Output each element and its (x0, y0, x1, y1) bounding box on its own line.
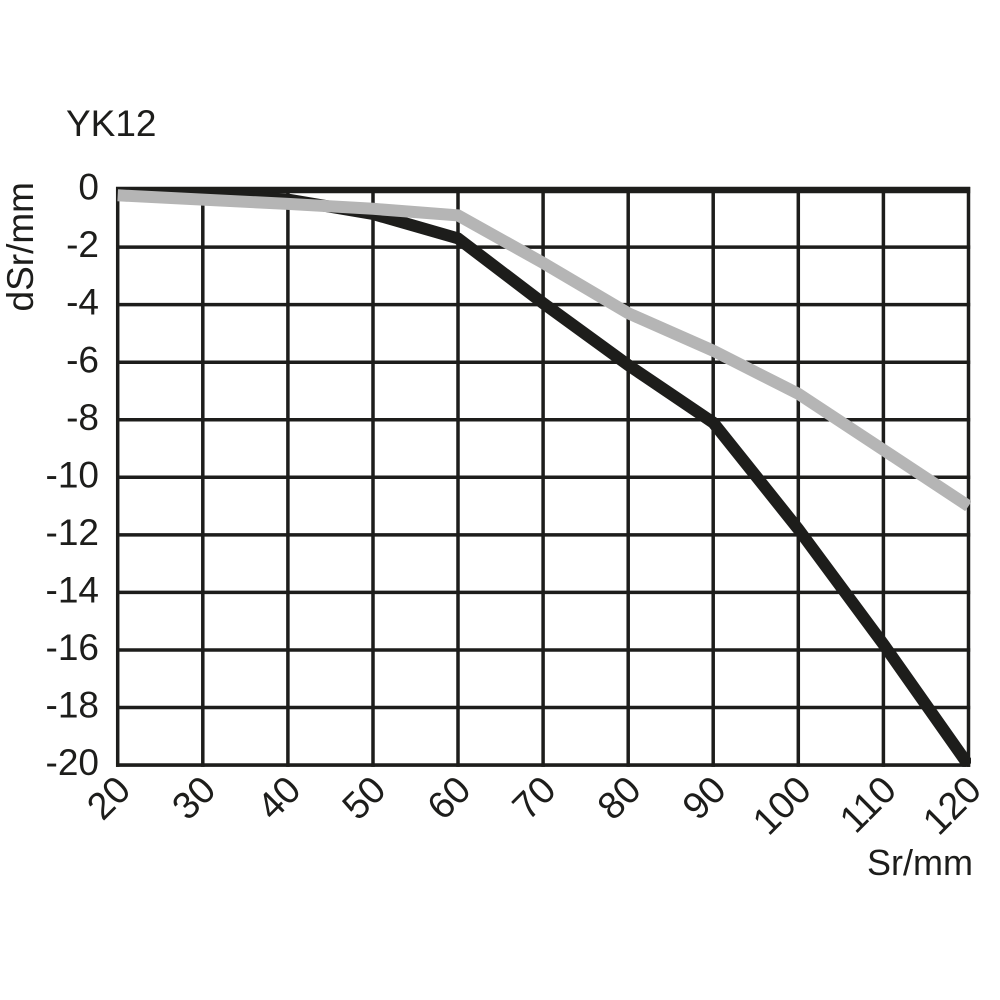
svg-text:Sr/mm: Sr/mm (867, 842, 973, 883)
svg-text:-8: -8 (66, 397, 99, 438)
svg-text:dSr/mm: dSr/mm (0, 182, 41, 312)
svg-text:-6: -6 (66, 339, 99, 380)
svg-text:-20: -20 (46, 742, 99, 783)
svg-text:-18: -18 (46, 685, 99, 726)
svg-text:-14: -14 (46, 570, 99, 611)
svg-text:-16: -16 (46, 627, 99, 668)
svg-text:0: 0 (78, 167, 99, 208)
svg-text:-12: -12 (46, 512, 99, 553)
svg-text:-4: -4 (66, 282, 99, 323)
svg-text:-2: -2 (66, 224, 99, 265)
svg-text:YK12: YK12 (66, 103, 157, 144)
svg-text:-10: -10 (46, 454, 99, 495)
